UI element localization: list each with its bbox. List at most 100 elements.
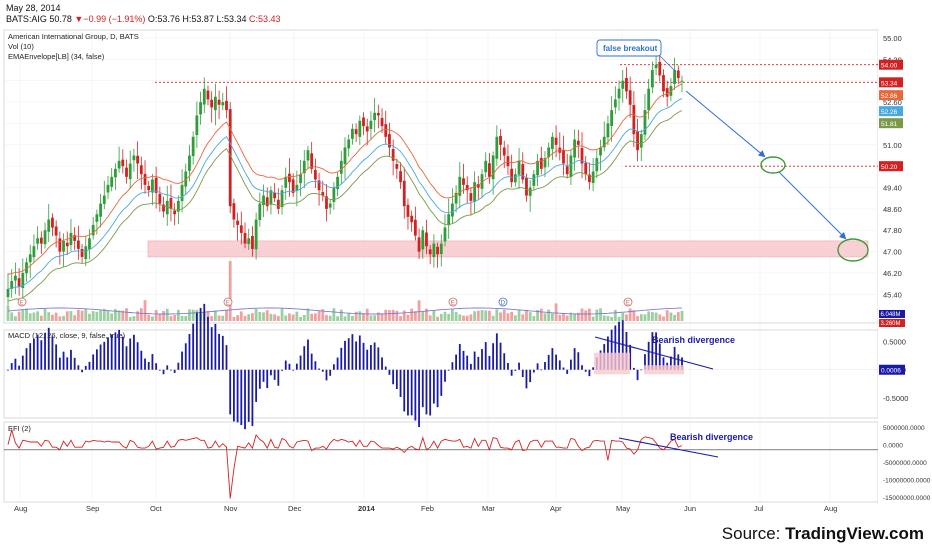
- volume-bar: [225, 309, 228, 321]
- x-tick-label: Aug: [14, 504, 27, 513]
- volume-bar: [69, 311, 73, 321]
- volume-bar: [313, 313, 317, 321]
- volume-bar: [295, 311, 299, 321]
- macd-bar: [107, 337, 109, 370]
- candle: [202, 77, 206, 114]
- macd-bar: [262, 369, 265, 382]
- candle: [76, 225, 80, 260]
- volume-bar: [569, 312, 573, 321]
- candle-body: [662, 75, 665, 92]
- macd-bar: [632, 367, 635, 370]
- macd-bar: [225, 345, 228, 370]
- candle: [365, 118, 369, 146]
- macd-bar: [66, 357, 69, 370]
- candle-body: [25, 262, 28, 274]
- macd-bar: [110, 334, 113, 370]
- macd-bar: [321, 369, 324, 372]
- candle: [469, 187, 473, 215]
- volume-bar: [602, 315, 606, 321]
- price-title: American International Group, D, BATS: [8, 32, 139, 41]
- candle-body: [213, 96, 217, 111]
- volume-bar: [76, 309, 80, 321]
- candle: [117, 146, 121, 173]
- candle: [591, 157, 595, 192]
- efi-y-tick-label: 0.0000: [883, 443, 903, 450]
- volume-bar: [450, 309, 454, 321]
- candle-body: [254, 219, 258, 250]
- candle-body: [384, 124, 388, 137]
- macd-bar: [347, 338, 350, 370]
- candle-body: [328, 203, 332, 208]
- candle: [180, 169, 184, 213]
- x-tick-label: Aug: [824, 504, 837, 513]
- candle-body: [125, 167, 128, 177]
- volume-bar: [662, 316, 665, 321]
- volume-bar: [517, 309, 521, 321]
- efi-line: [7, 428, 683, 499]
- candle-body: [306, 150, 310, 161]
- candle: [391, 139, 395, 176]
- candle: [584, 156, 588, 181]
- candle-body: [576, 140, 580, 145]
- candle-body: [584, 162, 588, 175]
- volume-bar: [58, 316, 62, 321]
- candle: [151, 173, 154, 206]
- candle-body: [502, 147, 506, 156]
- macd-bar: [170, 369, 172, 371]
- macd-bar: [366, 349, 369, 370]
- candle-body: [532, 174, 536, 186]
- candle: [254, 212, 258, 260]
- candle-body: [458, 176, 462, 196]
- volume-bar: [573, 313, 577, 321]
- candle-body: [351, 128, 354, 139]
- candle: [47, 204, 51, 242]
- candle-body: [673, 70, 676, 84]
- candle: [299, 159, 302, 197]
- candle: [91, 216, 95, 240]
- volume-bar: [251, 313, 254, 321]
- macd-bar: [236, 369, 239, 423]
- price-tag-label: 50.20: [881, 164, 898, 171]
- volume-bar: [521, 314, 525, 321]
- volume-bar: [588, 308, 591, 321]
- candle: [439, 234, 443, 267]
- candle: [376, 104, 380, 129]
- candle-body: [36, 238, 40, 244]
- candle-body: [495, 136, 499, 159]
- candle: [636, 118, 639, 162]
- macd-bar: [129, 338, 132, 370]
- volume-bar: [473, 311, 477, 321]
- macd-highlight: [644, 365, 684, 375]
- volume-bar: [228, 260, 232, 321]
- candle-body: [425, 232, 428, 247]
- volume-bar: [488, 310, 491, 321]
- candle: [206, 85, 210, 106]
- candle-body: [373, 112, 377, 121]
- last-price: 50.78: [49, 14, 72, 24]
- efi-y-tick-label: -5000000.0000: [883, 460, 927, 467]
- candle-body: [132, 155, 136, 161]
- candle: [262, 184, 265, 218]
- macd-bar: [158, 369, 161, 371]
- macd-bar: [432, 369, 435, 404]
- candle: [406, 198, 410, 230]
- macd-bar: [195, 312, 198, 370]
- volume-bar: [495, 309, 499, 321]
- candle-body: [569, 155, 573, 178]
- price-y-tick-label: 45.40: [883, 290, 902, 299]
- candle-body: [14, 275, 17, 281]
- volume-bar: [391, 309, 395, 321]
- efi-pane-frame: [3, 421, 879, 503]
- candle: [128, 150, 132, 189]
- volume-bar: [62, 315, 65, 321]
- volume-bar: [254, 308, 258, 321]
- volume-bar: [643, 314, 647, 321]
- candle: [373, 98, 377, 133]
- candle-body: [80, 249, 84, 257]
- macd-bar: [162, 369, 165, 375]
- candle: [54, 220, 58, 248]
- candle: [158, 186, 162, 212]
- candle-body: [288, 173, 291, 183]
- macd-bar: [173, 369, 176, 373]
